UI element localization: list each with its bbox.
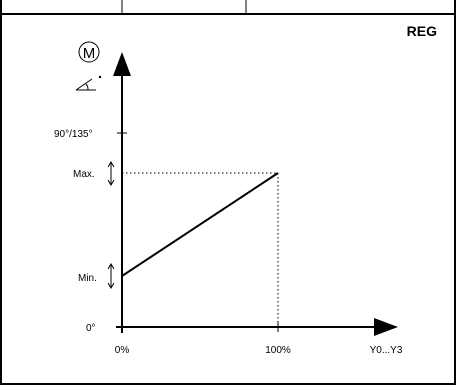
max-adjust-arrows-icon — [107, 161, 115, 186]
y-label-min: Min. — [78, 273, 97, 284]
x-axis-arrow — [374, 318, 398, 336]
y-label-full-range: 90°/135° — [54, 129, 93, 140]
angle-icon — [75, 75, 102, 91]
x-label-signal: Y0...Y3 — [370, 345, 403, 356]
reg-badge: REG — [407, 23, 437, 39]
y-axis-arrow — [113, 52, 131, 76]
motor-symbol-icon: M — [78, 41, 100, 63]
characteristic-line — [121, 172, 279, 277]
min-adjust-arrows-icon — [107, 263, 115, 289]
y-label-max: Max. — [73, 169, 95, 180]
x-label-end: 100% — [265, 345, 291, 356]
y-label-zero: 0° — [86, 323, 96, 334]
motor-letter: M — [83, 45, 96, 62]
x-label-start: 0% — [115, 345, 130, 356]
